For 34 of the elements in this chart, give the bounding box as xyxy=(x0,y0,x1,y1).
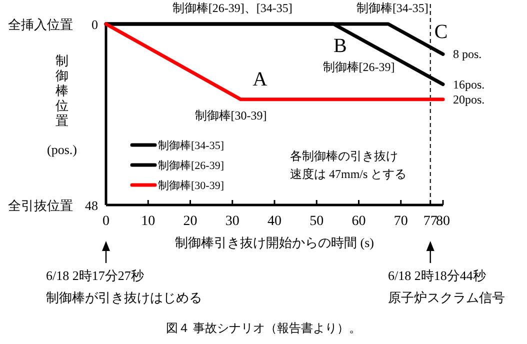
annotation: 制御棒[26-39]、[34-35] xyxy=(172,1,292,15)
x-tick-label: 30 xyxy=(225,214,240,229)
y-tick-label: 48 xyxy=(85,198,98,213)
text: 全引抜位置 xyxy=(8,198,73,213)
text: 原子炉スクラム信号 xyxy=(388,290,505,305)
x-tick-label: 50 xyxy=(310,214,324,229)
text: 制御棒が引き抜けはじめる xyxy=(46,290,202,305)
annotation: 各制御棒の引き抜け速度は 47mm/s とする xyxy=(290,149,407,181)
annotation: 16pos. xyxy=(453,77,485,92)
legend-label: 制御棒[30-39] xyxy=(158,179,224,192)
annotation: 8 pos. xyxy=(453,47,482,62)
text: 6/18 2時18分44秒 xyxy=(388,268,486,283)
caption: 図４ 事故シナリオ（報告書より）。 xyxy=(166,321,361,335)
x-tick-label: 10 xyxy=(141,214,156,229)
x-tick-label: 40 xyxy=(268,214,282,229)
annotation: 制御棒[34-35] xyxy=(356,1,428,15)
x-tick-label: 20 xyxy=(183,214,198,229)
x-tick-label: 80 xyxy=(436,214,450,229)
text: 全挿入位置 xyxy=(8,17,73,32)
ref-line-label: C xyxy=(434,21,448,43)
annotation: A xyxy=(252,68,268,90)
x-tick-label: 60 xyxy=(352,214,366,229)
x-tick-label: 0 xyxy=(102,214,110,229)
annotation: 20pos. xyxy=(453,92,485,106)
legend-label: 制御棒[34-35] xyxy=(158,139,224,152)
text: 6/18 2時17分27秒 xyxy=(46,268,144,283)
annotation: B xyxy=(333,35,347,57)
legend-label: 制御棒[26-39] xyxy=(158,159,224,172)
x-tick-label: 77 xyxy=(423,214,438,229)
annotation: 制御棒[26-39] xyxy=(322,60,395,74)
y-axis-title: 制御棒位置 (pos.) xyxy=(47,53,77,157)
x-tick-label: 70 xyxy=(394,214,408,229)
annotation: 制御棒[30-39] xyxy=(194,108,267,122)
x-axis-title: 制御棒引き抜け開始からの時間 (s) xyxy=(175,235,374,250)
